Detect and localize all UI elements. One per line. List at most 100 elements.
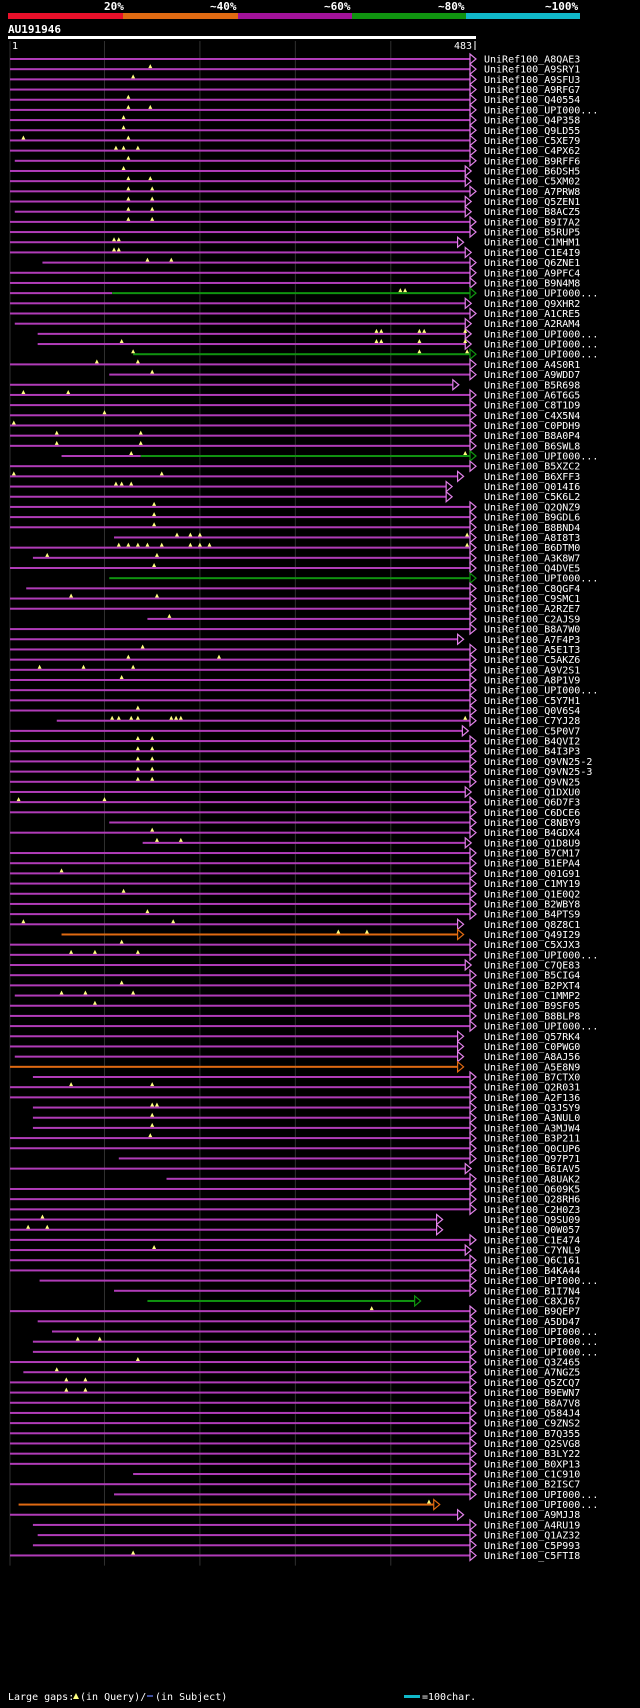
hit-row[interactable]: UniRef100_Q2R031 [10,1080,580,1094]
hit-label[interactable]: UniRef100_A8UAK2 [484,1174,580,1185]
hit-label[interactable]: UniRef100_C0PWG0 [484,1042,580,1053]
hit-label[interactable]: UniRef100_B2ISC7 [484,1480,580,1491]
hit-label[interactable]: UniRef100_UPI000... [484,105,598,116]
hit-label[interactable]: UniRef100_A6T6G5 [484,390,580,401]
hit-row[interactable]: UniRef100_Q1D8U9 [142,836,581,850]
hit-row[interactable]: UniRef100_A7PRW8 [10,185,580,198]
hit-row[interactable]: UniRef100_B1I7N4 [114,1284,580,1298]
hit-label[interactable]: UniRef100_UPI000... [484,1022,598,1033]
hit-label[interactable]: UniRef100_UPI000... [484,452,598,463]
hit-row[interactable]: UniRef100_C5XJX3 [10,938,580,952]
hit-row[interactable]: UniRef100_Q5ZCQ7 [10,1376,580,1389]
hit-label[interactable]: UniRef100_UPI000... [484,340,598,351]
hit-row[interactable]: UniRef100_A9V2S1 [10,663,580,677]
hit-row[interactable]: UniRef100_C5P993 [32,1538,580,1552]
hit-row[interactable]: UniRef100_C5FTI8 [10,1549,580,1562]
hit-row[interactable]: UniRef100_UPI000... [114,1488,598,1501]
hit-label[interactable]: UniRef100_C1MHM1 [484,238,580,249]
hit-label[interactable]: UniRef100_C5K6L2 [484,492,580,503]
hit-row[interactable]: UniRef100_B9EWN7 [10,1386,580,1400]
hit-label[interactable]: UniRef100_Q4P358 [484,116,580,127]
hit-row[interactable]: UniRef100_C6DCE6 [10,806,580,819]
hit-label[interactable]: UniRef100_A9PFC4 [484,268,580,279]
hit-row[interactable]: UniRef100_A8AJ56 [14,1050,581,1064]
hit-row[interactable]: UniRef100_UPI000... [10,286,598,300]
hit-row[interactable]: UniRef100_B5R698 [10,378,580,392]
hit-row[interactable]: UniRef100_Q0V6S4 [10,704,580,718]
hit-label[interactable]: UniRef100_B5RUP5 [484,228,580,239]
hit-row[interactable]: UniRef100_B8ACZ5 [14,205,581,219]
hit-label[interactable]: UniRef100_Q9XHR2 [484,299,580,310]
hit-row[interactable]: UniRef100_Q9XHR2 [10,297,580,310]
hit-row[interactable]: UniRef100_C1C910 [133,1467,580,1481]
hit-label[interactable]: UniRef100_B8A0P4 [484,431,580,442]
hit-label[interactable]: UniRef100_A9SFU3 [484,75,580,86]
hit-row[interactable]: UniRef100_Q9SU09 [10,1213,580,1227]
hit-row[interactable]: UniRef100_Q9VN25-2 [10,755,592,768]
hit-row[interactable]: UniRef100_B2PXT4 [10,979,580,992]
hit-label[interactable]: UniRef100_B6SWL8 [484,441,580,452]
hit-row[interactable]: UniRef100_B7CM17 [10,846,580,860]
hit-row[interactable]: UniRef100_C5AKZ6 [10,653,580,667]
hit-row[interactable]: UniRef100_C4PX62 [10,144,580,158]
hit-row[interactable]: UniRef100_Q6C161 [10,1253,580,1267]
hit-label[interactable]: UniRef100_Q609K5 [484,1184,580,1195]
hit-label[interactable]: UniRef100_C5XE79 [484,136,580,147]
hit-label[interactable]: UniRef100_Q57RK4 [484,1032,580,1043]
hit-row[interactable]: UniRef100_B5CIG4 [10,968,580,982]
hit-label[interactable]: UniRef100_Q97P71 [484,1154,580,1165]
hit-label[interactable]: UniRef100_Q5ZEN1 [484,197,580,208]
hit-row[interactable]: UniRef100_UPI000... [18,1498,599,1512]
hit-row[interactable]: UniRef100_A3K8W7 [32,551,580,565]
hit-label[interactable]: UniRef100_C6DCE6 [484,808,580,819]
hit-label[interactable]: UniRef100_B8A7W0 [484,625,580,636]
hit-row[interactable]: UniRef100_B8A0P4 [10,429,580,443]
hit-label[interactable]: UniRef100_B9SF05 [484,1001,580,1012]
hit-row[interactable]: UniRef100_Q49I29 [61,928,581,941]
hit-row[interactable]: UniRef100_B6DSH5 [10,164,580,178]
hit-row[interactable]: UniRef100_Q3Z465 [10,1355,580,1369]
hit-row[interactable]: UniRef100_Q9VN25 [10,775,580,789]
hit-label[interactable]: UniRef100_Q9SU09 [484,1215,580,1226]
hit-label[interactable]: UniRef100_Q4DVE5 [484,564,580,575]
hit-label[interactable]: UniRef100_C1MY19 [484,879,580,890]
hit-label[interactable]: UniRef100_UPI000... [484,1347,598,1358]
hit-label[interactable]: UniRef100_A2RZE7 [484,604,580,615]
hit-row[interactable]: UniRef100_Q6ZNE1 [42,256,580,270]
hit-row[interactable]: UniRef100_Q40554 [10,93,580,107]
hit-label[interactable]: UniRef100_Q9VN25-2 [484,757,592,768]
hit-label[interactable]: UniRef100_C5AKZ6 [484,655,580,666]
hit-row[interactable]: UniRef100_C9ZNS2 [10,1416,580,1430]
hit-label[interactable]: UniRef100_Q0V6S4 [484,706,580,717]
hit-label[interactable]: UniRef100_C7YNL9 [484,1246,580,1257]
hit-row[interactable]: UniRef100_C7YJ28 [56,714,581,728]
hit-label[interactable]: UniRef100_B9N4M8 [484,278,580,289]
hit-label[interactable]: UniRef100_C0PDH9 [484,421,580,432]
hit-row[interactable]: UniRef100_A8UAK2 [166,1172,581,1186]
hit-label[interactable]: UniRef100_C1MMP2 [484,991,580,1002]
hit-row[interactable]: UniRef100_Q4DVE5 [10,561,580,575]
hit-row[interactable]: UniRef100_A9SFU3 [10,73,580,86]
hit-row[interactable]: UniRef100_A2F136 [10,1091,580,1104]
hit-row[interactable]: UniRef100_A3NUL0 [32,1111,580,1125]
hit-label[interactable]: UniRef100_Q49I29 [484,930,580,941]
hit-label[interactable]: UniRef100_B8ACZ5 [484,207,580,218]
hit-label[interactable]: UniRef100_Q9VN25 [484,777,580,788]
hit-row[interactable]: UniRef100_B4KA44 [10,1264,580,1277]
hit-label[interactable]: UniRef100_B3LY22 [484,1449,580,1460]
hit-row[interactable]: UniRef100_B8BLP8 [10,1009,580,1023]
hit-label[interactable]: UniRef100_C7YJ28 [484,716,580,727]
hit-row[interactable]: UniRef100_Q0W057 [10,1223,580,1237]
hit-label[interactable]: UniRef100_C5P993 [484,1541,580,1552]
hit-label[interactable]: UniRef100_C5XM02 [484,177,580,188]
hit-row[interactable]: UniRef100_UPI000... [37,337,599,351]
hit-row[interactable]: UniRef100_Q57RK4 [10,1029,580,1043]
hit-label[interactable]: UniRef100_C8QGF4 [484,584,580,595]
hit-row[interactable]: UniRef100_Q584J4 [10,1406,580,1420]
hit-label[interactable]: UniRef100_C4PX62 [484,146,580,157]
hit-row[interactable]: UniRef100_UPI000... [51,1325,598,1339]
hit-label[interactable]: UniRef100_C9ZNS2 [484,1419,580,1430]
hit-label[interactable]: UniRef100_UPI000... [484,950,598,961]
hit-label[interactable]: UniRef100_Q2R031 [484,1083,580,1094]
hit-label[interactable]: UniRef100_B9RFF6 [484,156,580,167]
